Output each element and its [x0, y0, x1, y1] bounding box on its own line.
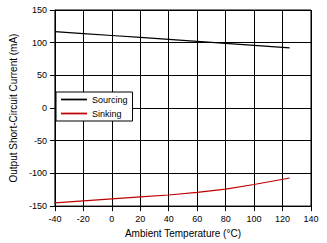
- svg-text:0: 0: [109, 214, 114, 224]
- svg-text:140: 140: [303, 214, 318, 224]
- svg-text:100: 100: [247, 214, 262, 224]
- svg-text:120: 120: [275, 214, 290, 224]
- svg-text:100: 100: [32, 38, 47, 48]
- svg-text:Output Short-Circuit Current (: Output Short-Circuit Current (mA): [8, 34, 19, 183]
- svg-text:40: 40: [164, 214, 174, 224]
- svg-text:Ambient Temperature (°C): Ambient Temperature (°C): [125, 228, 241, 239]
- svg-text:-50: -50: [34, 136, 47, 146]
- svg-text:50: 50: [37, 70, 47, 80]
- svg-text:0: 0: [42, 103, 47, 113]
- svg-text:-100: -100: [29, 168, 47, 178]
- svg-text:Sinking: Sinking: [92, 109, 122, 119]
- svg-text:-150: -150: [29, 201, 47, 211]
- svg-text:-40: -40: [48, 214, 61, 224]
- svg-text:20: 20: [135, 214, 145, 224]
- svg-text:Sourcing: Sourcing: [92, 95, 128, 105]
- svg-text:150: 150: [32, 5, 47, 15]
- svg-text:80: 80: [221, 214, 231, 224]
- svg-text:-20: -20: [77, 214, 90, 224]
- svg-text:60: 60: [192, 214, 202, 224]
